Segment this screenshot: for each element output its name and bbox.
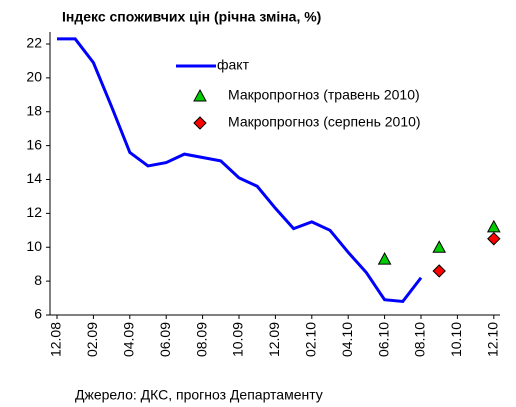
x-tick-label: 12.09 xyxy=(266,322,282,357)
y-tick-label: 10 xyxy=(26,238,42,254)
x-tick-label: 02.09 xyxy=(84,322,100,357)
x-tick-label: 04.10 xyxy=(339,322,355,357)
legend-label: факт xyxy=(217,57,250,73)
x-tick-label: 06.09 xyxy=(157,322,173,357)
legend-swatch xyxy=(193,116,207,130)
x-tick-label: 12.08 xyxy=(48,322,64,357)
y-tick-label: 8 xyxy=(34,272,42,288)
y-tick-label: 12 xyxy=(26,204,42,220)
legend-label: Макропрогноз (серпень 2010) xyxy=(228,114,421,130)
y-tick-label: 20 xyxy=(26,69,42,85)
y-tick-label: 6 xyxy=(34,306,42,322)
y-tick-label: 16 xyxy=(26,136,42,152)
data-point xyxy=(487,232,501,246)
y-tick-label: 18 xyxy=(26,102,42,118)
y-tick-label: 14 xyxy=(26,170,42,186)
x-tick-label: 08.10 xyxy=(412,322,428,357)
data-point xyxy=(432,264,446,278)
data-point xyxy=(486,219,501,233)
legend-label: Макропрогноз (травень 2010) xyxy=(228,87,420,103)
data-point xyxy=(377,252,392,265)
x-tick-label: 12.10 xyxy=(485,322,501,357)
x-tick-label: 10.09 xyxy=(230,322,246,357)
data-point xyxy=(432,240,447,253)
x-tick-label: 02.10 xyxy=(303,322,319,357)
x-tick-label: 08.09 xyxy=(193,322,209,357)
x-tick-label: 10.10 xyxy=(448,322,464,357)
chart-title: Індекс споживчих цін (річна зміна, %) xyxy=(62,9,321,25)
source-note: Джерело: ДКС, прогноз Департаменту xyxy=(75,387,323,403)
y-tick-label: 22 xyxy=(26,35,42,51)
x-tick-label: 04.09 xyxy=(121,322,137,357)
legend-swatch xyxy=(193,88,207,102)
data-line xyxy=(57,37,423,304)
x-tick-label: 06.10 xyxy=(375,322,391,357)
